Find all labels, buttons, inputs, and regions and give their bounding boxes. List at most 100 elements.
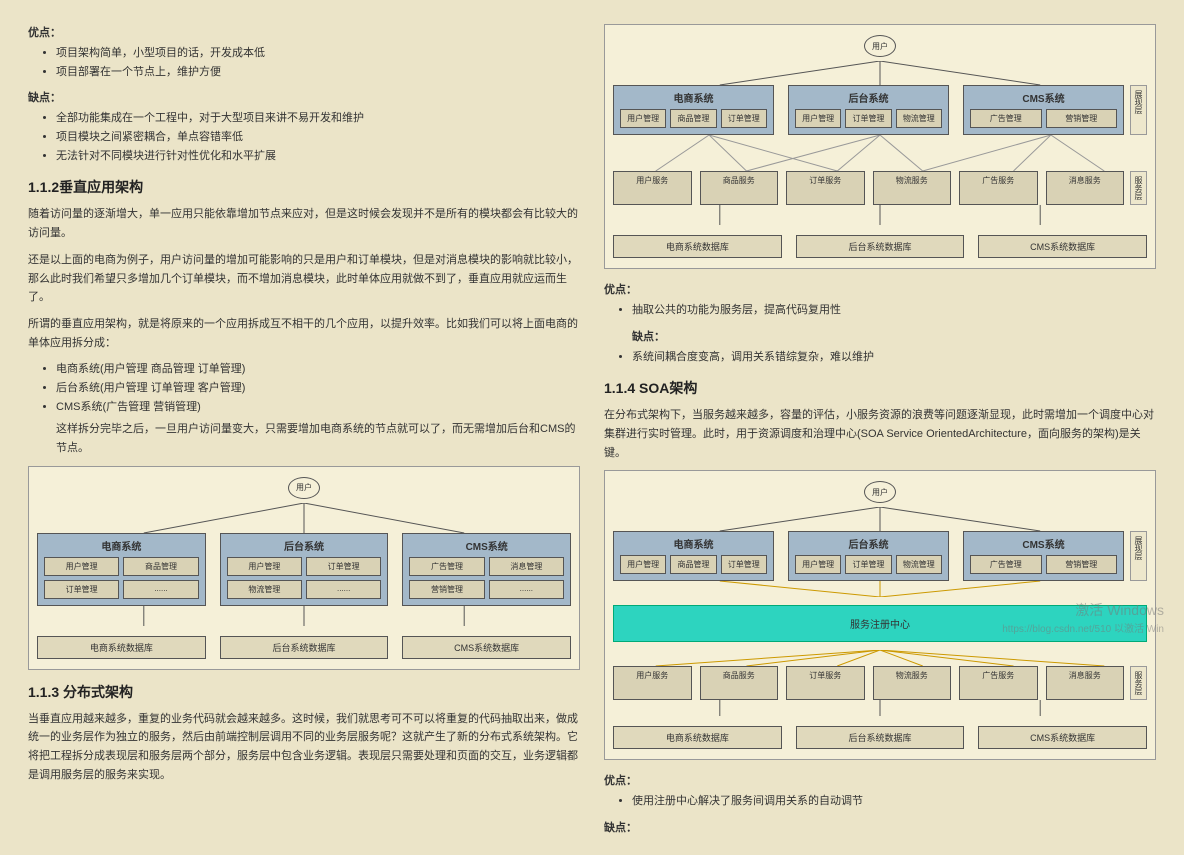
service: 商品服务 (700, 171, 779, 205)
module: 营销管理 (409, 580, 484, 599)
diagram-soa-arch: 用户 电商系统 用户管理 商品管理 订单管理 后台系统 (604, 470, 1156, 760)
layer-tag-service: 服务层 (1130, 171, 1147, 205)
view-layer-row: 电商系统 用户管理 商品管理 订单管理 后台系统 用户管理 订单管理 物流管理 (613, 531, 1147, 581)
system-box: CMS系统 广告管理 营销管理 (963, 85, 1124, 135)
system-title: CMS系统 (970, 536, 1117, 551)
system-box: 后台系统 用户管理 订单管理 物流管理 (788, 85, 949, 135)
system-title: 电商系统 (44, 538, 199, 553)
systems-row: 电商系统 用户管理 商品管理 订单管理 ...... 后台系统 用户管理 订单管… (37, 533, 571, 606)
cons-label: 缺点： (632, 328, 1156, 344)
pros-label: 优点： (604, 772, 1156, 788)
connector-lines (613, 581, 1147, 597)
database: CMS系统数据库 (978, 726, 1147, 749)
database: CMS系统数据库 (978, 235, 1147, 258)
system-box: CMS系统 广告管理 营销管理 (963, 531, 1124, 581)
connector-lines (613, 650, 1147, 666)
service: 物流服务 (873, 171, 952, 205)
cross-lines (613, 135, 1147, 171)
database: 后台系统数据库 (796, 235, 965, 258)
system-box: 电商系统 用户管理 商品管理 订单管理 (613, 531, 774, 581)
db-row: 电商系统数据库 后台系统数据库 CMS系统数据库 (37, 636, 571, 659)
paragraph: 所谓的垂直应用架构，就是将原来的一个应用拆成互不相干的几个应用，以提升效率。比如… (28, 315, 580, 352)
cons-list: 全部功能集成在一个工程中，对于大型项目来讲不易开发和维护 项目模块之间紧密耦合，… (28, 109, 580, 165)
layer-tag-view: 展现层 (1130, 531, 1147, 581)
module: 订单管理 (845, 109, 891, 128)
database: 后台系统数据库 (220, 636, 389, 659)
service-registry: 服务注册中心 (613, 605, 1147, 642)
system-title: 电商系统 (620, 90, 767, 105)
database: 电商系统数据库 (613, 726, 782, 749)
layer-tag-service: 服务层 (1130, 666, 1147, 700)
system-box: 电商系统 用户管理 商品管理 订单管理 ...... (37, 533, 206, 606)
database: 后台系统数据库 (796, 726, 965, 749)
heading-112: 1.1.2垂直应用架构 (28, 177, 580, 197)
module: 广告管理 (970, 555, 1042, 574)
diagram-distributed-arch: 用户 电商系统 用户管理 商品管理 订单管理 后台系统 (604, 24, 1156, 269)
service: 用户服务 (613, 171, 692, 205)
module: ...... (306, 580, 381, 599)
module: 用户管理 (44, 557, 119, 576)
system-title: 后台系统 (795, 90, 942, 105)
user-node: 用户 (864, 35, 896, 57)
service: 广告服务 (959, 171, 1038, 205)
module: 商品管理 (123, 557, 198, 576)
left-column: 优点： 项目架构简单，小型项目的话，开发成本低 项目部署在一个节点上，维护方便 … (28, 16, 580, 839)
pros-label: 优点： (604, 281, 1156, 297)
module: 用户管理 (795, 555, 841, 574)
module: ...... (489, 580, 564, 599)
module: 消息管理 (489, 557, 564, 576)
module: 订单管理 (44, 580, 119, 599)
service-layer-row: 用户服务 商品服务 订单服务 物流服务 广告服务 消息服务 服务层 (613, 171, 1147, 205)
module: 营销管理 (1046, 109, 1118, 128)
database: 电商系统数据库 (613, 235, 782, 258)
module: 订单管理 (306, 557, 381, 576)
list-item: 后台系统(用户管理 订单管理 客户管理) (56, 379, 580, 398)
list-item: 使用注册中心解决了服务间调用关系的自动调节 (632, 792, 1156, 811)
module: 订单管理 (721, 109, 767, 128)
heading-113: 1.1.3 分布式架构 (28, 682, 580, 702)
list-item: 项目部署在一个节点上，维护方便 (56, 63, 580, 82)
service: 订单服务 (786, 666, 865, 700)
cons-list: 系统间耦合度变高，调用关系错综复杂，难以维护 (604, 348, 1156, 367)
module: 订单管理 (845, 555, 891, 574)
module: 广告管理 (409, 557, 484, 576)
db-row: 电商系统数据库 后台系统数据库 CMS系统数据库 (613, 235, 1147, 258)
list-item: 系统间耦合度变高，调用关系错综复杂，难以维护 (632, 348, 1156, 367)
connector-lines (613, 700, 1147, 716)
list-item: 全部功能集成在一个工程中，对于大型项目来讲不易开发和维护 (56, 109, 580, 128)
service: 商品服务 (700, 666, 779, 700)
list-item: 项目模块之间紧密耦合，单点容错率低 (56, 128, 580, 147)
connector-lines (613, 507, 1147, 531)
pros-list: 使用注册中心解决了服务间调用关系的自动调节 (604, 792, 1156, 811)
user-node: 用户 (864, 481, 896, 503)
module: ...... (123, 580, 198, 599)
list-item: CMS系统(广告管理 营销管理) (56, 398, 580, 417)
cons-label: 缺点： (28, 89, 580, 105)
db-row: 电商系统数据库 后台系统数据库 CMS系统数据库 (613, 726, 1147, 749)
database: CMS系统数据库 (402, 636, 571, 659)
module: 广告管理 (970, 109, 1042, 128)
connector-lines (37, 606, 571, 626)
connector-lines (613, 205, 1147, 225)
module: 订单管理 (721, 555, 767, 574)
paragraph: 随着访问量的逐渐增大，单一应用只能依靠增加节点来应对，但是这时候会发现并不是所有… (28, 205, 580, 242)
cons-label: 缺点： (604, 819, 1156, 835)
module: 物流管理 (227, 580, 302, 599)
module: 用户管理 (227, 557, 302, 576)
list-item: 电商系统(用户管理 商品管理 订单管理) (56, 360, 580, 379)
connector-lines (613, 61, 1147, 85)
list-item: 抽取公共的功能为服务层，提高代码复用性 (632, 301, 1156, 320)
system-title: 后台系统 (227, 538, 382, 553)
view-layer-row: 电商系统 用户管理 商品管理 订单管理 后台系统 用户管理 订单管理 物流管理 (613, 85, 1147, 135)
database: 电商系统数据库 (37, 636, 206, 659)
service: 订单服务 (786, 171, 865, 205)
layer-tag-view: 展现层 (1130, 85, 1147, 135)
system-box: 电商系统 用户管理 商品管理 订单管理 (613, 85, 774, 135)
module: 物流管理 (896, 109, 942, 128)
module: 营销管理 (1046, 555, 1118, 574)
module: 用户管理 (795, 109, 841, 128)
list-item: 无法针对不同模块进行针对性优化和水平扩展 (56, 147, 580, 166)
module: 用户管理 (620, 555, 666, 574)
system-box: 后台系统 用户管理 订单管理 物流管理 (788, 531, 949, 581)
module: 物流管理 (896, 555, 942, 574)
